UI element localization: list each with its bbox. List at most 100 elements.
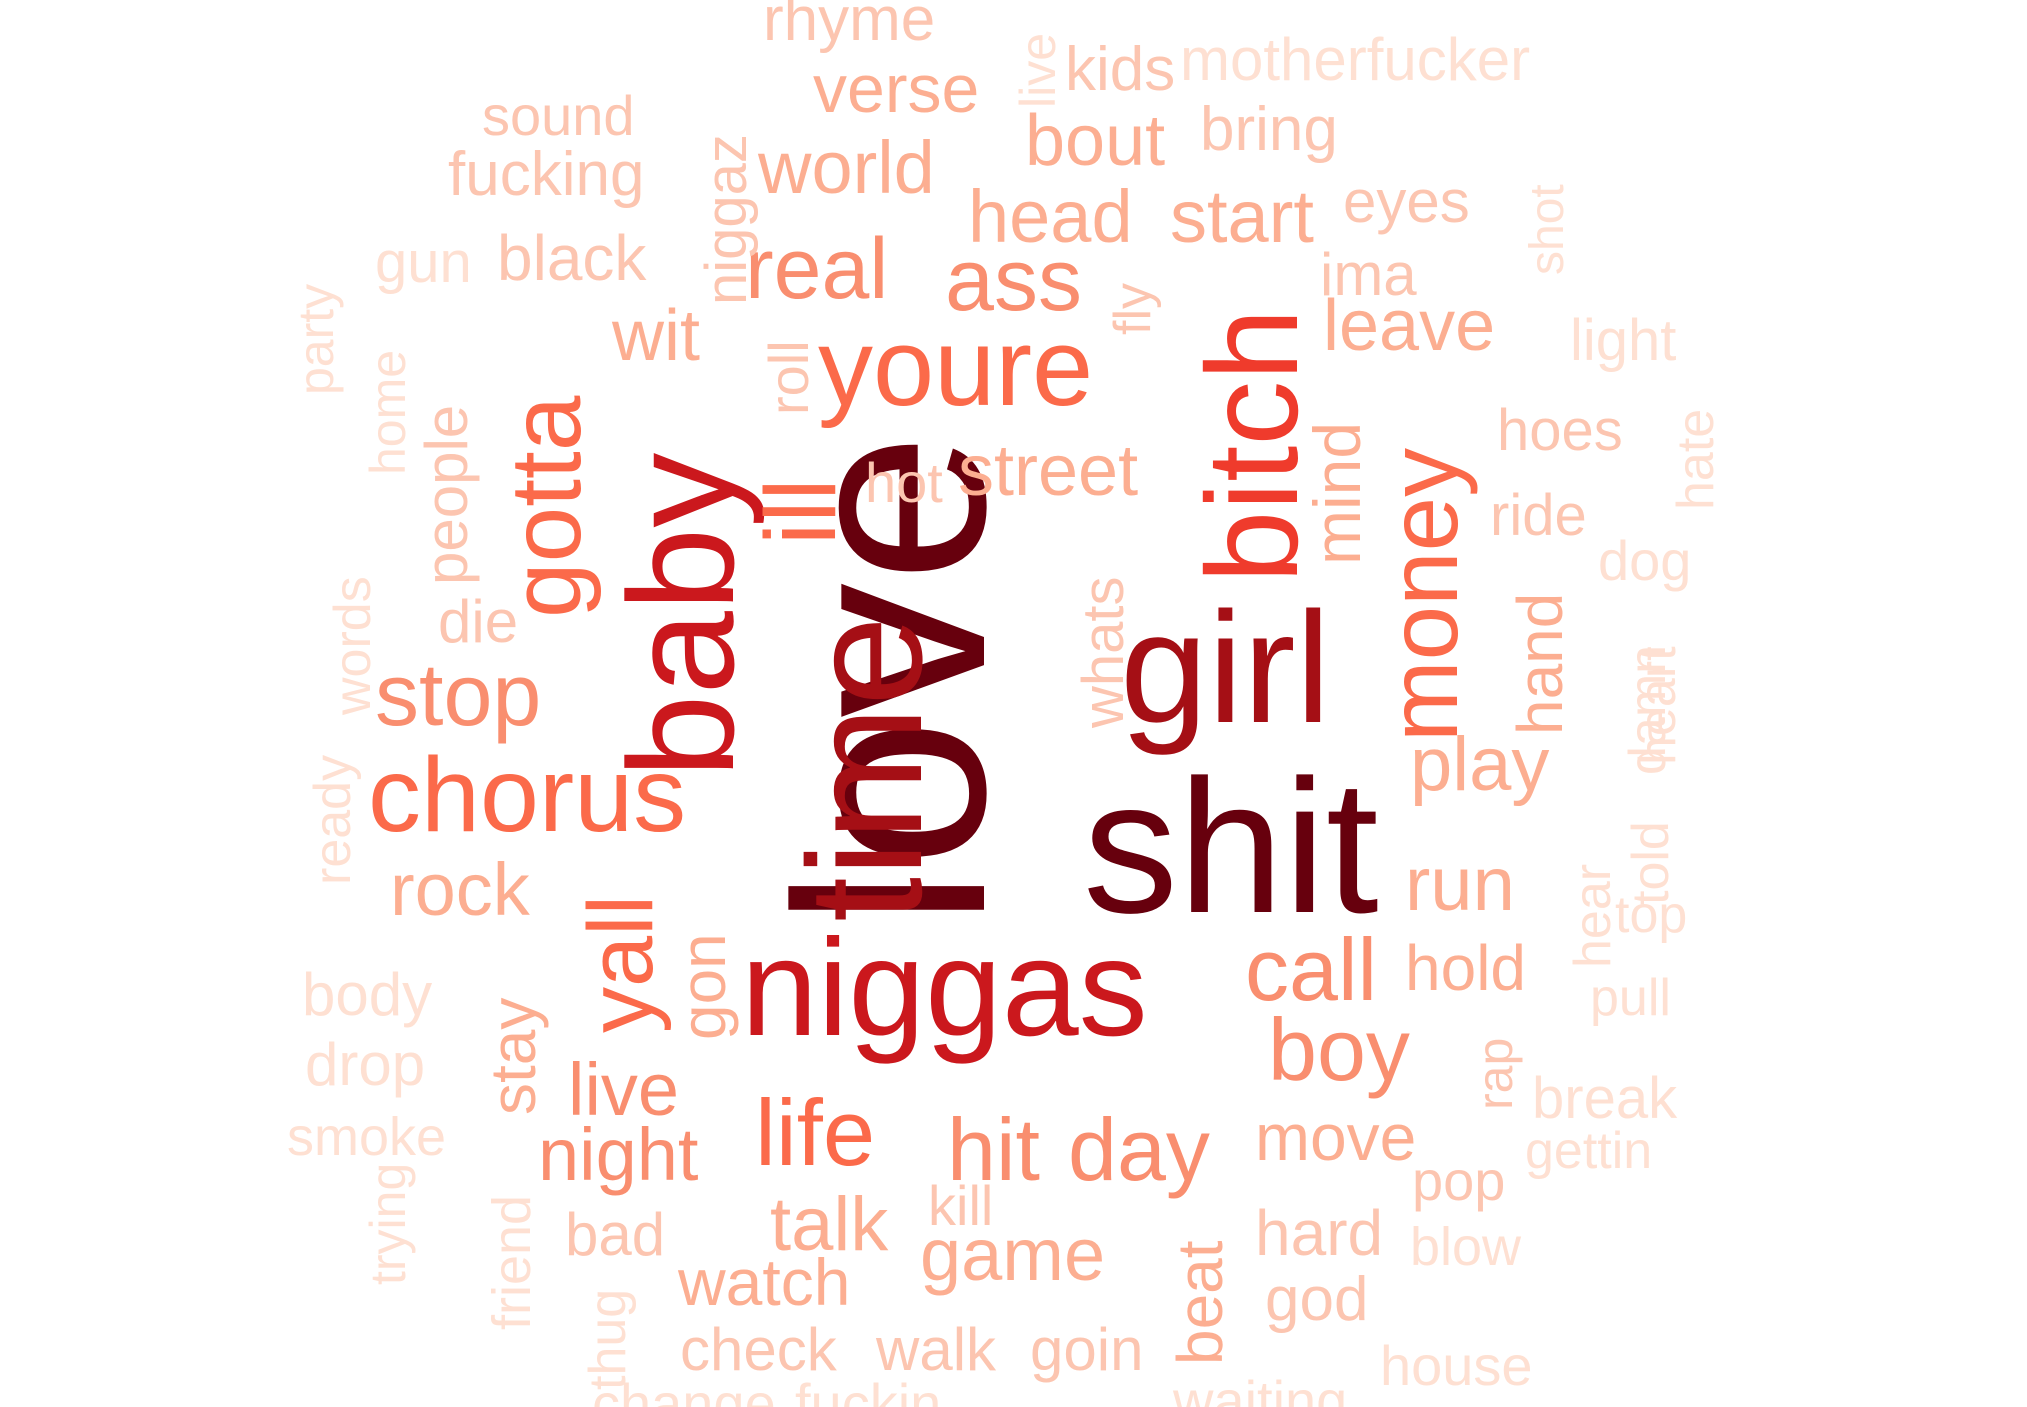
word-hoes: hoes bbox=[1497, 398, 1623, 463]
word-niggas: niggas bbox=[741, 911, 1148, 1065]
word-call: call bbox=[1245, 920, 1377, 1019]
word-kill: kill bbox=[928, 1174, 993, 1237]
word-light: light bbox=[1570, 308, 1676, 373]
word-ima: ima bbox=[1320, 241, 1417, 308]
word-street: street bbox=[958, 431, 1138, 511]
word-run: run bbox=[1405, 842, 1515, 927]
word-damn: damn bbox=[1619, 645, 1677, 775]
word-world: world bbox=[757, 126, 935, 209]
word-mind: mind bbox=[1300, 422, 1374, 565]
word-hear: hear bbox=[1564, 864, 1622, 968]
word-whats: whats bbox=[1071, 576, 1136, 729]
word-bad: bad bbox=[565, 1201, 665, 1268]
word-watch: watch bbox=[677, 1245, 850, 1319]
word-rhyme: rhyme bbox=[763, 0, 935, 54]
word-bout: bout bbox=[1025, 101, 1165, 181]
word-fuckin: fuckin bbox=[795, 1372, 941, 1407]
word-game: game bbox=[920, 1213, 1105, 1296]
word-real: real bbox=[745, 221, 888, 317]
word-hand: hand bbox=[1504, 593, 1576, 735]
word-ride: ride bbox=[1490, 483, 1587, 548]
word-told: told bbox=[1622, 821, 1680, 905]
word-gettin: gettin bbox=[1525, 1122, 1652, 1180]
word-smoke: smoke bbox=[287, 1107, 446, 1167]
word-words: words bbox=[324, 576, 382, 716]
word-leave: leave bbox=[1323, 286, 1495, 366]
word-heart: heart bbox=[1629, 646, 1687, 765]
word-stay: stay bbox=[477, 998, 549, 1115]
word-break: break bbox=[1532, 1066, 1678, 1131]
word-people: people bbox=[413, 405, 480, 585]
word-body: body bbox=[302, 961, 432, 1028]
word-house: house bbox=[1380, 1334, 1533, 1397]
word-dog: dog bbox=[1598, 529, 1691, 592]
word-friend: friend bbox=[482, 1195, 542, 1330]
word-head: head bbox=[968, 175, 1133, 258]
word-blow: blow bbox=[1410, 1217, 1522, 1277]
word-hate: hate bbox=[1667, 409, 1725, 510]
word-sound: sound bbox=[482, 84, 635, 147]
word-hold: hold bbox=[1405, 932, 1526, 1004]
word-chorus: chorus bbox=[368, 736, 686, 854]
word-wit: wit bbox=[611, 296, 700, 376]
word-niggaz: niggaz bbox=[694, 134, 759, 305]
word-motherfucker: motherfucker bbox=[1180, 26, 1530, 93]
word-check: check bbox=[680, 1316, 838, 1383]
word-rap: rap bbox=[1467, 1038, 1523, 1110]
word-beat: beat bbox=[1164, 1240, 1236, 1365]
word-play: play bbox=[1410, 722, 1549, 807]
word-bring: bring bbox=[1200, 95, 1338, 164]
word-love: love bbox=[741, 433, 1042, 928]
word-pull: pull bbox=[1590, 969, 1671, 1027]
word-fucking: fucking bbox=[448, 140, 644, 209]
word-group: love shit time girl niggas baby bitch youre chor… bbox=[287, 0, 1725, 1407]
word-yall: yall bbox=[570, 895, 672, 1033]
word-hit: hit bbox=[947, 1100, 1040, 1199]
word-waiting: waiting bbox=[1172, 1369, 1347, 1407]
word-die: die bbox=[438, 588, 518, 655]
word-fly: fly bbox=[1104, 283, 1162, 335]
word-eyes: eyes bbox=[1343, 168, 1470, 235]
word-live: live bbox=[568, 1048, 679, 1131]
word-move: move bbox=[1255, 1100, 1416, 1174]
word-walk: walk bbox=[875, 1316, 997, 1383]
word-hot: hot bbox=[865, 451, 943, 514]
word-hard: hard bbox=[1255, 1197, 1383, 1269]
word-money: money bbox=[1368, 448, 1478, 742]
word-rock: rock bbox=[390, 848, 531, 931]
word-boy: boy bbox=[1268, 1000, 1410, 1099]
word-shot: shot bbox=[1521, 184, 1574, 275]
word-night: night bbox=[538, 1113, 699, 1196]
word-live: live bbox=[1010, 33, 1066, 108]
word-youre: youre bbox=[818, 306, 1093, 429]
word-ready: ready bbox=[304, 755, 362, 885]
word-time: time bbox=[775, 616, 956, 922]
word-start: start bbox=[1170, 175, 1314, 258]
word-gon: gon bbox=[667, 933, 739, 1040]
word-trying: trying bbox=[360, 1163, 416, 1285]
word-drop: drop bbox=[305, 1031, 425, 1098]
word-pop: pop bbox=[1412, 1149, 1505, 1212]
word-god: god bbox=[1265, 1265, 1368, 1334]
word-shit: shit bbox=[1083, 741, 1379, 953]
word-bitch: bitch bbox=[1179, 308, 1325, 583]
word-top: top bbox=[1615, 886, 1687, 944]
word-home: home bbox=[360, 350, 416, 475]
word-gun: gun bbox=[375, 230, 472, 295]
word-baby: baby bbox=[597, 453, 765, 778]
word-thug: thug bbox=[579, 1289, 637, 1390]
word-roll: roll bbox=[757, 340, 820, 415]
word-verse: verse bbox=[813, 51, 979, 127]
word-gotta: gotta bbox=[490, 395, 602, 618]
word-life: life bbox=[755, 1080, 875, 1185]
word-girl: girl bbox=[1120, 580, 1331, 756]
word-ill: ill bbox=[745, 478, 857, 545]
word-kids: kids bbox=[1065, 35, 1175, 104]
word-stop: stop bbox=[375, 645, 541, 744]
word-ass: ass bbox=[945, 230, 1082, 329]
word-talk: talk bbox=[770, 1182, 889, 1267]
word-goin: goin bbox=[1030, 1316, 1143, 1383]
word-black: black bbox=[497, 222, 647, 294]
